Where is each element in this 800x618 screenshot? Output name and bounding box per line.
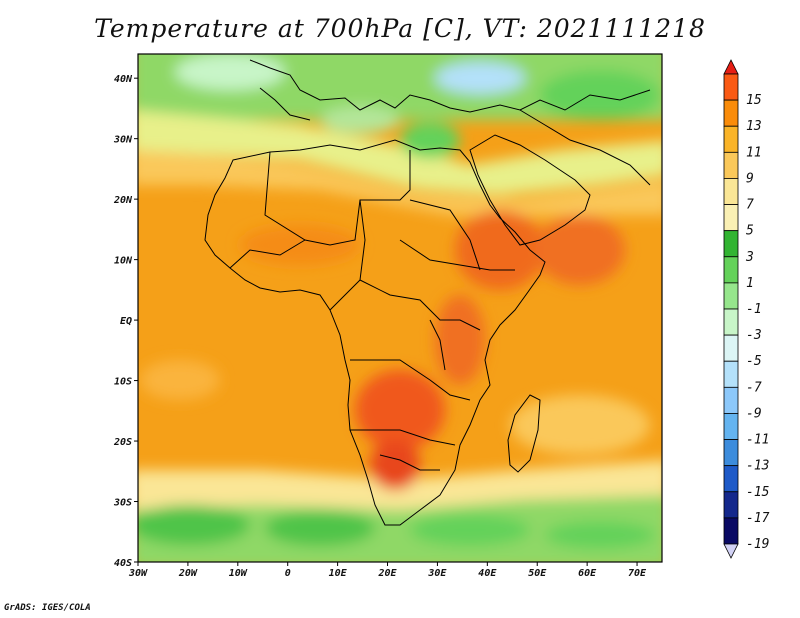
lon-tick-label: 60E: [578, 568, 597, 579]
lon-tick-label: 10W: [229, 568, 248, 579]
colorbar-box: [723, 151, 739, 179]
lat-tick-label: EQ: [120, 316, 132, 327]
colorbar-box: [723, 204, 739, 232]
lat-tick-label: 10S: [114, 377, 132, 388]
lat-tick-label: 20N: [113, 195, 133, 206]
colorbar-label: -19: [746, 537, 769, 552]
colorbar-box: [723, 413, 739, 440]
colorbar-label: -7: [746, 380, 762, 395]
lat-tick-label: 20S: [113, 437, 132, 448]
colorbar-box: [723, 282, 739, 310]
colorbar-box: [723, 308, 739, 336]
colorbar-top-arrow: [723, 59, 739, 75]
colorbar-label: -3: [746, 328, 762, 343]
latitude-axis: 40N 30N 20N 10N EQ 10S 20S 30S 40S: [113, 74, 138, 569]
map-title: Temperature at 700hPa [C], VT: 202111121…: [94, 14, 706, 43]
colorbar-label: 1: [746, 276, 754, 291]
colorbar-box: [723, 517, 739, 545]
lat-tick-label: 40N: [114, 74, 133, 85]
plot-frame: [137, 53, 663, 563]
colorbar-label: -17: [746, 511, 770, 526]
lat-tick-label: 30N: [113, 135, 133, 146]
temperature-field: [138, 54, 662, 562]
colorbar-label: -5: [746, 354, 762, 369]
colorbar-box: [723, 178, 739, 205]
colorbar-label: -1: [746, 302, 762, 317]
longitude-axis: 30W 20W 10W 0 10E 20E 30E 40E 50E 60E 70E: [128, 562, 647, 579]
colorbar-box: [723, 439, 739, 467]
colorbar-label: 7: [746, 198, 754, 213]
grads-credit: GrADS: IGES/COLA: [4, 603, 91, 613]
colorbar-box: [723, 360, 739, 388]
lon-tick-label: 70E: [628, 568, 647, 579]
colorbar-box: [723, 386, 739, 414]
lat-tick-label: 40S: [114, 558, 132, 569]
colorbar-box: [723, 491, 739, 519]
colorbar-label: 3: [745, 250, 754, 265]
colorbar-box: [723, 334, 739, 362]
lon-tick-label: 40E: [478, 568, 497, 579]
colorbar-box: [723, 125, 739, 153]
colorbar-label: -13: [746, 459, 769, 474]
colorbar-bottom-arrow: [723, 543, 739, 559]
colorbar-box: [723, 99, 739, 127]
colorbar-label: -11: [746, 433, 769, 448]
lon-tick-label: 20E: [377, 568, 397, 579]
lon-tick-label: 10E: [329, 568, 348, 579]
lon-tick-label: 30W: [128, 568, 148, 579]
colorbar: 15 13 11 9 7 5 3 1 -1 -3 -5 -7 -9 -11 -13 -15 -17 -19: [723, 59, 770, 559]
colorbar-box: [723, 465, 739, 493]
lon-tick-label: 0: [285, 568, 291, 579]
colorbar-box: [723, 73, 739, 101]
colorbar-box: [723, 256, 739, 284]
lon-tick-label: 30E: [427, 568, 447, 579]
lon-tick-label: 20W: [178, 568, 198, 579]
colorbar-label: -15: [746, 485, 770, 500]
colorbar-label: 15: [746, 93, 762, 108]
lat-tick-label: 10N: [114, 256, 133, 267]
colorbar-box: [723, 230, 739, 258]
coastlines: [204, 59, 651, 526]
lat-tick-label: 30S: [113, 498, 132, 509]
lon-tick-label: 50E: [528, 568, 547, 579]
colorbar-label: 5: [746, 224, 754, 239]
colorbar-label: 11: [746, 145, 762, 160]
colorbar-label: 9: [746, 171, 754, 186]
colorbar-label: -9: [746, 406, 762, 421]
colorbar-label: 13: [746, 119, 762, 134]
